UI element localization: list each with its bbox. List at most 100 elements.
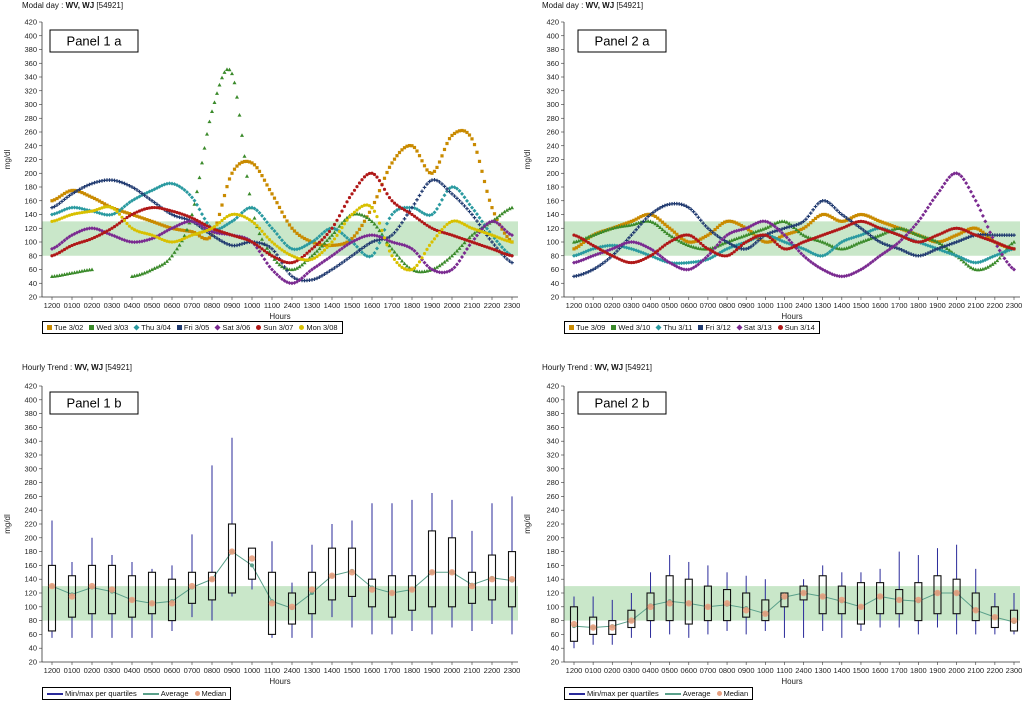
x-tick-label: 0500 [661, 301, 678, 310]
data-point [658, 253, 663, 258]
data-point [698, 218, 703, 223]
legend-label: Average [682, 689, 711, 698]
data-point [856, 213, 861, 217]
y-tick-label: 260 [546, 128, 559, 137]
data-point [663, 203, 667, 208]
data-point [797, 242, 801, 246]
x-tick-label: 1000 [244, 301, 261, 310]
data-point [485, 189, 489, 193]
data-point [75, 241, 79, 246]
data-point [858, 233, 863, 238]
data-point [210, 226, 214, 230]
data-point [322, 248, 327, 252]
data-point [215, 228, 219, 232]
data-point [145, 206, 149, 211]
data-point [392, 230, 397, 235]
data-point [713, 253, 718, 258]
data-point [452, 131, 457, 136]
data-point [370, 171, 374, 175]
legend: Tue 3/02 Wed 3/03 Thu 3/04 Fri 3/05 Sat 3/06… [42, 321, 343, 334]
legend-label: Sun 3/14 [784, 323, 815, 332]
data-point [930, 237, 935, 242]
data-point [152, 220, 157, 224]
x-tick-label: 1200 [566, 666, 583, 675]
data-point [713, 251, 717, 255]
data-point [265, 261, 269, 266]
data-point [625, 260, 629, 264]
data-point [490, 247, 494, 251]
data-point [966, 227, 971, 231]
data-point [778, 235, 782, 239]
data-point [638, 250, 643, 255]
legend-swatch [47, 692, 63, 695]
data-point [885, 222, 889, 226]
y-tick-label: 320 [24, 86, 37, 95]
data-point [450, 233, 454, 237]
data-point [295, 231, 299, 235]
data-point [50, 219, 54, 223]
y-tick-label: 320 [546, 451, 559, 460]
x-tick-label: 2000 [948, 301, 965, 310]
data-point [942, 244, 947, 249]
data-point [277, 274, 282, 279]
data-point [437, 270, 442, 275]
data-point [583, 249, 588, 254]
data-point [605, 243, 610, 248]
data-point [581, 238, 586, 242]
quartile-box [608, 620, 617, 635]
data-point [360, 250, 364, 255]
data-point [978, 208, 983, 213]
data-point [355, 208, 359, 212]
median-point [972, 607, 979, 614]
data-point [75, 189, 79, 193]
data-point [252, 221, 257, 225]
data-point [402, 217, 407, 221]
x-tick-label: 0200 [604, 301, 621, 310]
data-point [115, 179, 119, 183]
data-point [680, 236, 684, 240]
data-point [87, 194, 92, 198]
data-point [222, 193, 227, 198]
data-point [643, 244, 648, 249]
data-point [761, 239, 765, 243]
data-point [770, 238, 775, 242]
data-point [847, 217, 851, 222]
data-point [625, 221, 629, 225]
data-point [202, 237, 207, 241]
data-point [317, 240, 322, 244]
series-sun-3-14 [572, 219, 1016, 265]
data-point [412, 202, 417, 206]
data-point [445, 141, 449, 146]
data-point [55, 203, 59, 207]
panel-label-box [49, 391, 139, 415]
data-point [460, 191, 464, 196]
y-tick-label: 200 [546, 533, 559, 542]
legend-label: Tue 3/02 [54, 323, 84, 332]
data-point [315, 236, 319, 241]
data-point [660, 204, 665, 209]
data-point [725, 240, 729, 244]
data-point [287, 280, 292, 285]
data-point [157, 264, 162, 268]
data-point [796, 229, 801, 234]
data-point [80, 210, 84, 215]
data-point [417, 218, 422, 222]
data-point [730, 219, 734, 224]
data-point [257, 226, 262, 231]
data-point [250, 161, 254, 165]
data-point [342, 218, 347, 222]
data-point [723, 254, 727, 258]
data-point [588, 254, 593, 259]
data-point [287, 252, 292, 257]
x-tick-label: 0800 [719, 666, 736, 675]
data-point [641, 257, 645, 262]
legend-item: Min/max per quartiles [47, 689, 137, 698]
data-point [801, 233, 806, 237]
panel-label: Panel 2 a [595, 34, 651, 49]
data-point [110, 226, 114, 230]
quartile-box [447, 537, 457, 608]
data-point [257, 169, 262, 173]
y-tick-label: 80 [29, 616, 37, 625]
data-point [237, 213, 242, 217]
data-point [307, 258, 312, 262]
